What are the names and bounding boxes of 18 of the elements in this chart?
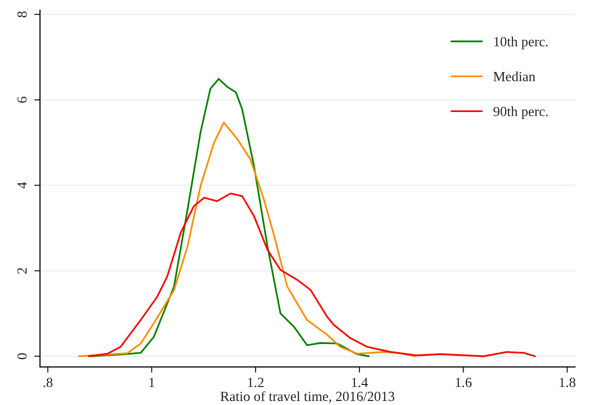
legend-label: 90th perc.: [494, 106, 548, 119]
x-tick-label: 1.4: [352, 378, 368, 388]
x-axis-title: Ratio of travel time, 2016/2013: [220, 391, 394, 404]
legend-label: Median: [493, 72, 536, 82]
x-tick-label: .8: [44, 378, 52, 388]
x-tick-label: 1: [149, 378, 154, 387]
line-series: [88, 192, 536, 358]
line-series: [78, 122, 416, 358]
x-tick-label: 1.8: [560, 378, 576, 388]
y-tick-label: 8: [17, 11, 27, 18]
y-tick-label: 2: [17, 268, 27, 274]
line-series: [88, 78, 370, 358]
x-tick-label: 1.6: [456, 378, 472, 388]
y-tick-label: 6: [17, 96, 27, 103]
y-tick-label: 0: [17, 353, 27, 360]
x-tick-label: 1.2: [248, 378, 264, 388]
y-tick-label: 4: [17, 182, 27, 189]
legend-label: 10th perc.: [494, 36, 548, 50]
